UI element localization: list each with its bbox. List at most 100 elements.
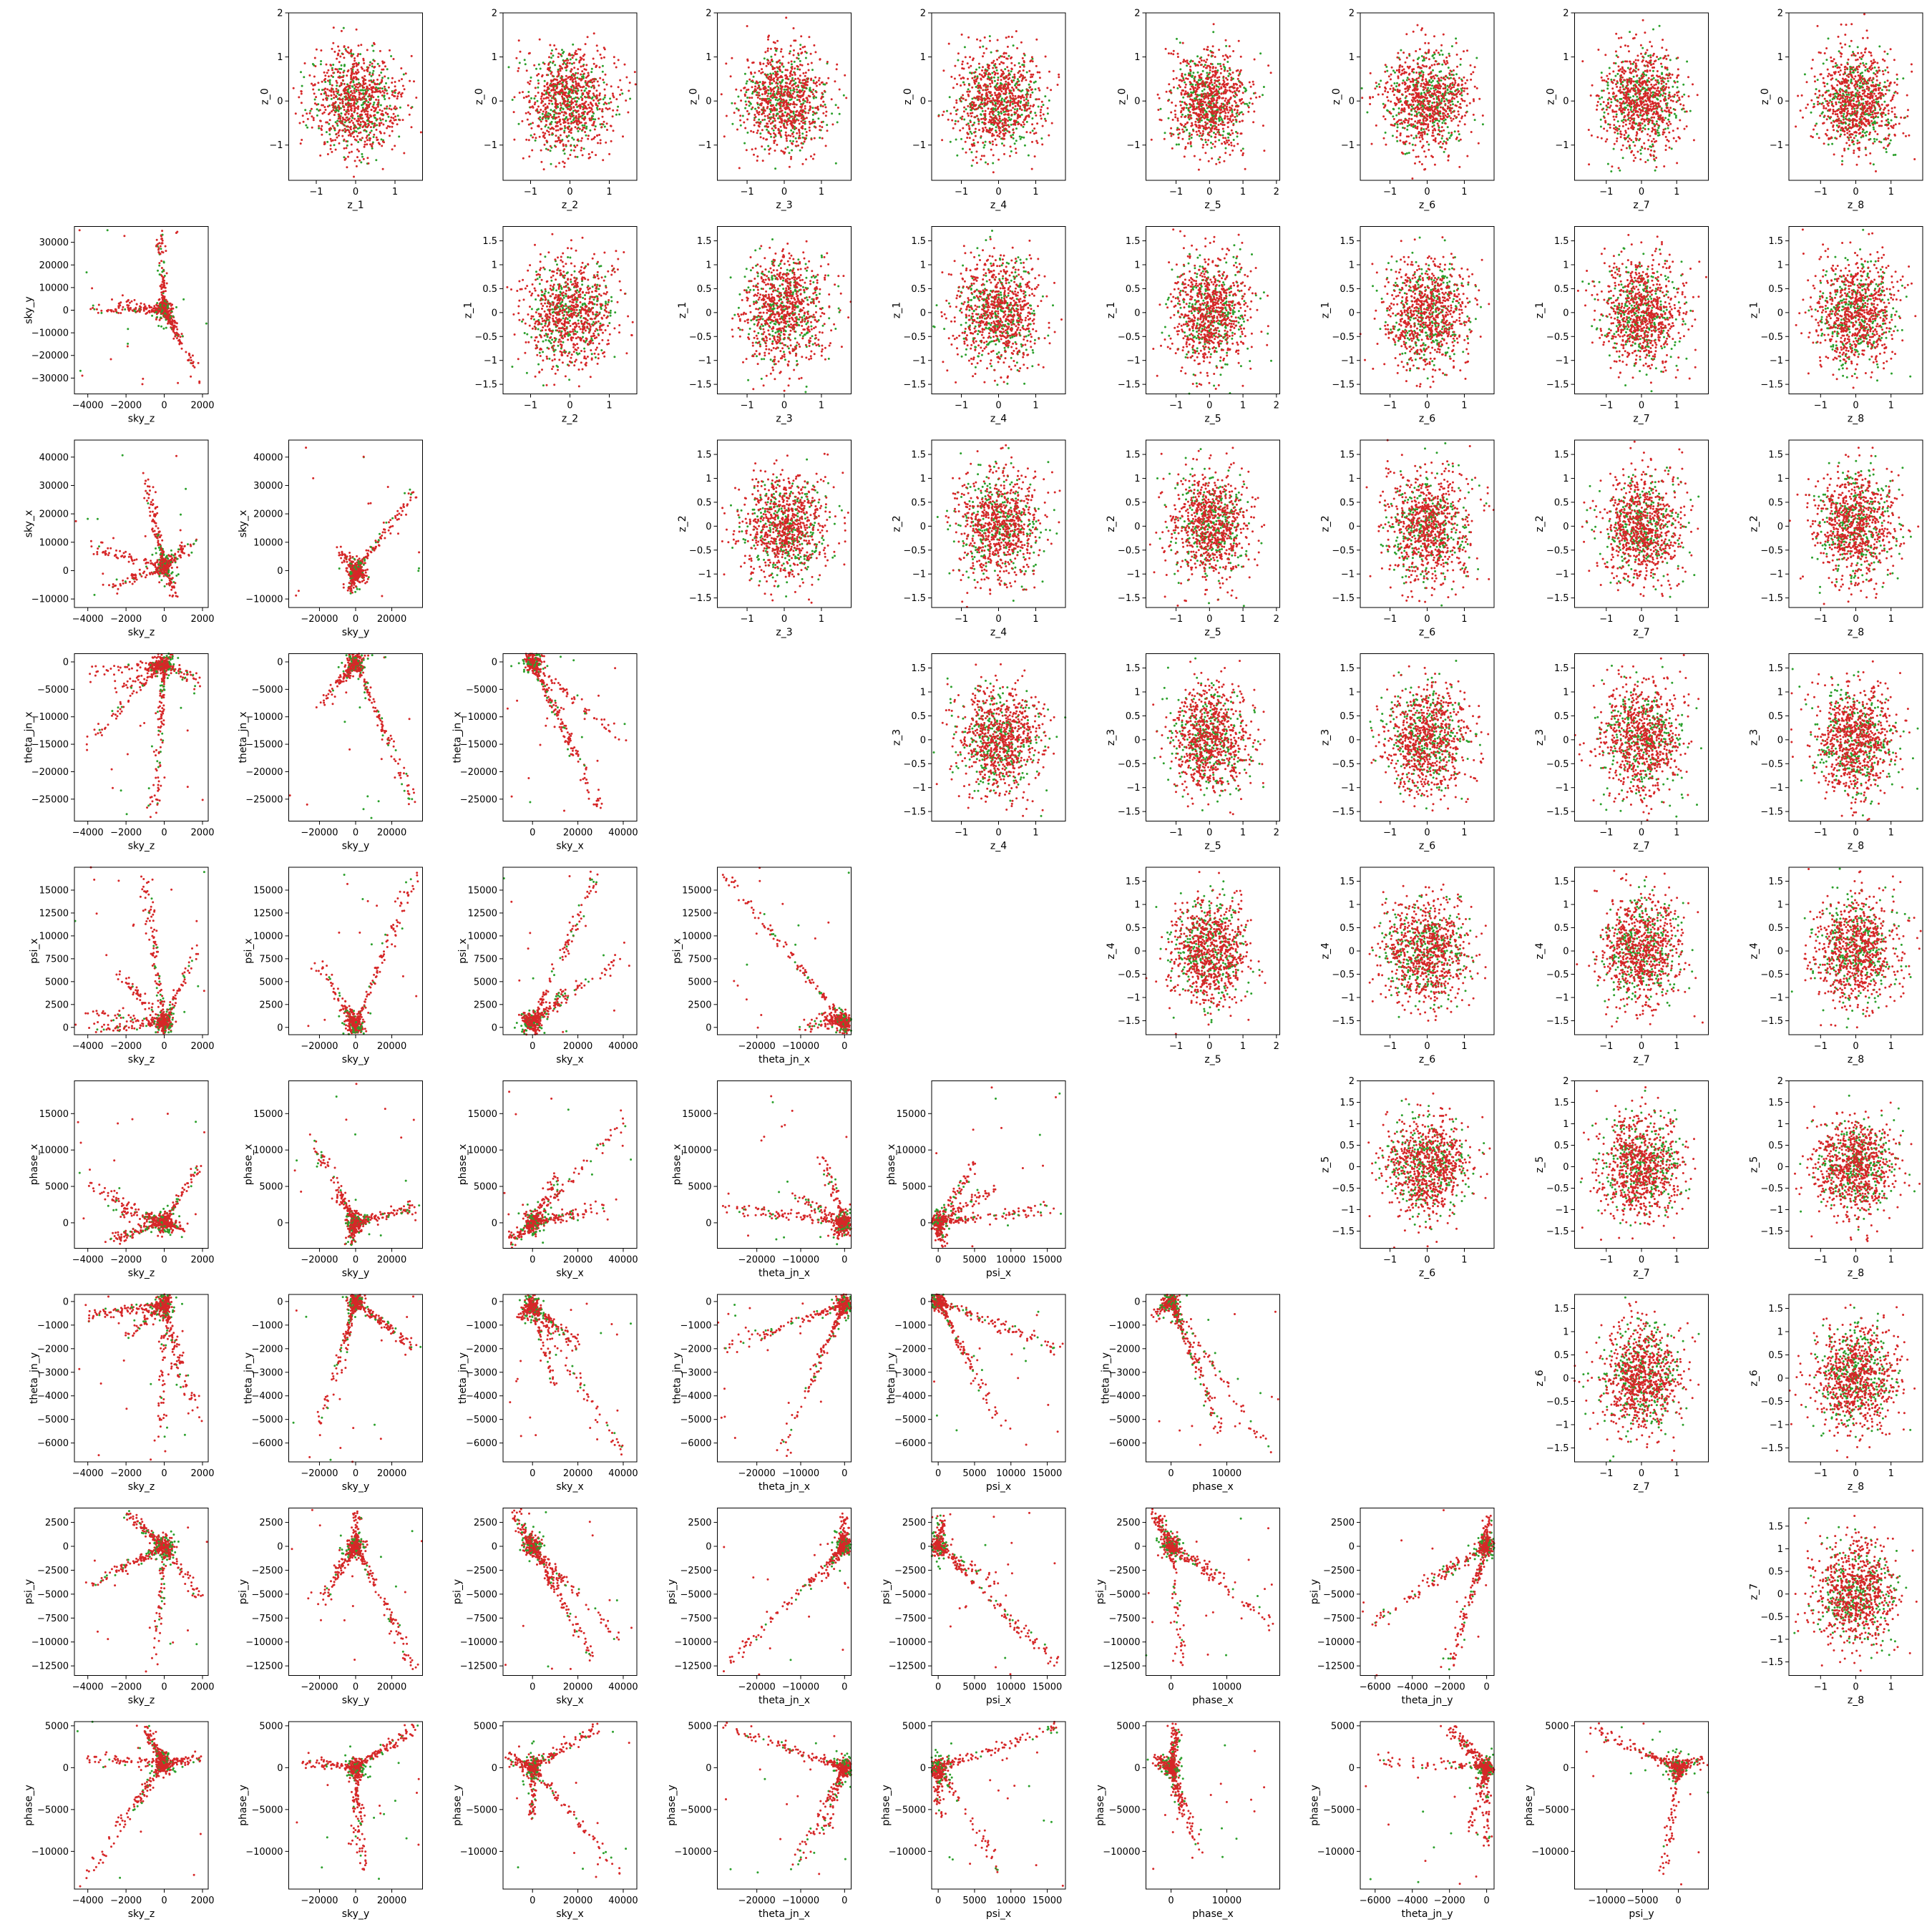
data-point: [523, 97, 525, 99]
data-point: [359, 53, 361, 55]
data-point: [331, 110, 333, 112]
data-point: [332, 64, 334, 66]
data-point: [530, 80, 532, 82]
data-point: [357, 89, 359, 92]
data-point: [401, 78, 403, 80]
data-point: [323, 112, 326, 114]
data-point: [343, 109, 346, 111]
data-point: [331, 69, 333, 71]
data-point: [326, 131, 328, 133]
data-point: [604, 94, 606, 97]
data-point: [324, 91, 326, 93]
data-point: [569, 118, 571, 120]
data-point: [550, 163, 552, 165]
data-point: [544, 80, 546, 82]
data-point: [744, 73, 746, 75]
data-point: [602, 79, 604, 81]
data-point: [357, 117, 359, 119]
data-point: [555, 106, 557, 108]
data-point: [376, 83, 378, 85]
data-point: [587, 81, 590, 83]
data-point: [553, 110, 555, 112]
data-point: [322, 99, 324, 101]
data-point: [574, 78, 576, 80]
data-point: [347, 108, 349, 110]
data-point: [370, 126, 372, 128]
data-point: [566, 83, 568, 85]
data-point: [530, 135, 532, 137]
data-point: [380, 132, 382, 135]
data-point: [394, 145, 396, 147]
data-point: [552, 79, 554, 82]
data-point: [313, 117, 315, 119]
data-point: [745, 91, 747, 93]
data-point: [567, 62, 569, 64]
data-point: [301, 139, 303, 141]
data-point: [379, 143, 381, 145]
data-point: [369, 74, 371, 76]
data-point: [364, 146, 366, 148]
data-point: [373, 104, 375, 106]
data-point: [744, 107, 746, 109]
data-point: [563, 148, 565, 150]
data-point: [565, 116, 567, 118]
data-point: [351, 90, 353, 92]
data-point: [563, 103, 565, 105]
data-point: [745, 100, 747, 102]
data-point: [562, 63, 564, 65]
data-point: [346, 74, 348, 77]
data-point: [358, 160, 361, 162]
data-point: [384, 75, 386, 77]
data-point: [596, 97, 598, 99]
data-point: [364, 141, 366, 143]
data-point: [333, 144, 336, 146]
data-point: [568, 92, 570, 94]
data-point: [347, 93, 349, 95]
data-point: [554, 64, 556, 66]
data-point: [334, 139, 336, 141]
data-point: [572, 54, 575, 57]
data-point: [330, 148, 332, 150]
data-point: [555, 99, 557, 101]
data-point: [369, 84, 371, 86]
data-point: [585, 64, 587, 66]
data-point: [321, 104, 323, 107]
data-point: [567, 157, 570, 160]
data-point: [341, 76, 343, 78]
data-point: [329, 83, 331, 85]
data-point: [391, 108, 393, 110]
data-point: [350, 115, 352, 117]
data-point: [350, 103, 352, 105]
data-point: [386, 68, 389, 70]
data-point: [353, 63, 355, 65]
data-point: [300, 142, 302, 145]
data-point: [381, 113, 383, 115]
data-point: [349, 82, 351, 84]
data-point: [581, 103, 583, 105]
data-point: [304, 109, 306, 111]
data-point: [557, 103, 559, 105]
data-point: [558, 162, 560, 164]
data-point: [370, 115, 372, 117]
data-point: [331, 74, 333, 77]
data-point: [331, 98, 333, 100]
data-point: [743, 142, 746, 145]
data-point: [545, 103, 547, 105]
data-point: [327, 79, 329, 82]
data-point: [334, 105, 336, 107]
data-point: [376, 137, 378, 139]
data-point: [327, 69, 329, 72]
data-point: [513, 139, 515, 141]
data-point: [557, 56, 560, 58]
data-point: [751, 92, 753, 94]
data-point: [537, 82, 540, 84]
data-point: [363, 83, 365, 85]
data-point: [335, 90, 337, 92]
data-point: [364, 129, 366, 131]
data-point: [587, 104, 590, 106]
data-point: [381, 77, 384, 79]
data-point: [604, 89, 606, 91]
data-point: [619, 94, 621, 96]
data-point: [569, 154, 571, 156]
data-point: [351, 109, 353, 112]
